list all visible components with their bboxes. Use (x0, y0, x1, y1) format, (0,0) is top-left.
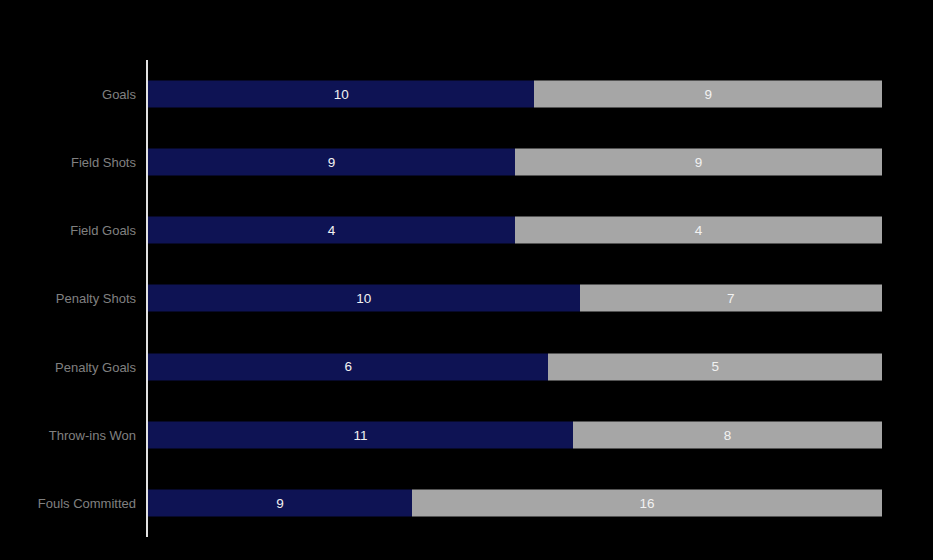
bar-segment-gray: 4 (515, 217, 882, 244)
value-label: 10 (334, 87, 349, 101)
bar-segment-navy: 11 (148, 421, 573, 448)
value-label: 7 (727, 292, 735, 306)
bar-segment-gray: 9 (534, 81, 882, 108)
value-label: 9 (704, 87, 712, 101)
category-label: Throw-ins Won (0, 427, 136, 442)
bar: 11 8 (148, 421, 882, 448)
chart-row: Goals 10 9 (0, 60, 933, 128)
value-label: 4 (695, 224, 703, 238)
value-label: 9 (328, 155, 336, 169)
bar-segment-gray: 5 (548, 353, 882, 380)
bar: 10 9 (148, 81, 882, 108)
category-label: Goals (0, 87, 136, 102)
category-label: Field Shots (0, 155, 136, 170)
value-label: 5 (711, 360, 719, 374)
bar: 9 16 (148, 489, 882, 516)
bar: 99 (148, 149, 882, 176)
category-label: Fouls Committed (0, 495, 136, 510)
chart-row: Penalty Goals65 (0, 333, 933, 401)
value-label: 6 (344, 360, 352, 374)
bar-segment-gray: 9 (515, 149, 882, 176)
value-label: 8 (724, 428, 732, 442)
category-label: Penalty Shots (0, 291, 136, 306)
bar-segment-navy: 10 (148, 285, 580, 312)
bar-segment-gray: 7 (580, 285, 882, 312)
bar-segment-navy: 9 (148, 489, 412, 516)
bar-segment-navy: 10 (148, 81, 534, 108)
category-label: Field Goals (0, 223, 136, 238)
value-label: 9 (695, 155, 703, 169)
value-label: 11 (353, 428, 367, 442)
chart-row: Field Shots99 (0, 128, 933, 196)
bar: 10 7 (148, 285, 882, 312)
chart-row: Throw-ins Won 11 8 (0, 401, 933, 469)
value-label: 10 (356, 292, 371, 306)
chart-row: Field Goals44 (0, 196, 933, 264)
chart-row: Fouls Committed 9 16 (0, 469, 933, 537)
bar-segment-navy: 4 (148, 217, 515, 244)
bar: 44 (148, 217, 882, 244)
bar-segment-gray: 8 (573, 421, 882, 448)
category-label: Penalty Goals (0, 359, 136, 374)
value-label: 4 (328, 224, 336, 238)
stacked-bar-chart: Goals109Field Shots99Field Goals44Penalt… (0, 0, 933, 560)
bar: 65 (148, 353, 882, 380)
value-label: 9 (276, 496, 284, 510)
bar-segment-gray: 16 (412, 489, 882, 516)
bar-segment-navy: 6 (148, 353, 548, 380)
chart-row: Penalty Shots 10 7 (0, 264, 933, 332)
value-label: 16 (640, 496, 655, 510)
bar-segment-navy: 9 (148, 149, 515, 176)
